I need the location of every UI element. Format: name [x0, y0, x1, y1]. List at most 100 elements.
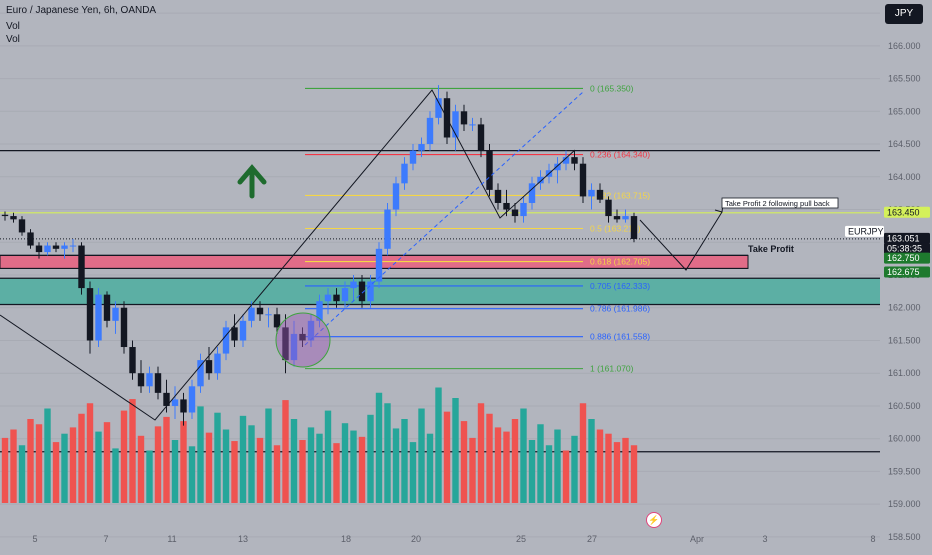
time-axis-tick: 3: [762, 534, 767, 544]
volume-indicator-label-2[interactable]: Vol: [6, 34, 20, 45]
price-axis-tick: 166.000: [888, 41, 921, 51]
candle-body: [137, 373, 145, 387]
volume-bar: [469, 437, 476, 503]
fib-level-label: 0.5 (163.210): [590, 224, 641, 234]
volume-bar: [112, 448, 119, 503]
volume-bar: [188, 446, 196, 503]
volume-bar: [426, 433, 434, 503]
candle-body: [10, 216, 17, 220]
take-profit-2-note: Take Profit 2 following pull back: [721, 197, 839, 209]
chart-title: Euro / Japanese Yen, 6h, OANDA: [6, 5, 157, 16]
candle-body: [486, 150, 493, 190]
time-axis-tick: 13: [238, 534, 248, 544]
price-axis-tick: 160.500: [888, 401, 921, 411]
volume-bar: [86, 403, 94, 503]
volume-bar: [282, 400, 289, 503]
volume-bar: [1, 437, 9, 503]
candle-body: [477, 124, 485, 151]
candle-body: [35, 245, 43, 253]
volume-bar: [520, 408, 527, 503]
price-axis-label[interactable]: 163.450: [884, 206, 930, 218]
volume-bar: [27, 419, 34, 503]
volume-bar: [137, 435, 145, 503]
up-arrow-icon: [237, 164, 267, 199]
candle-body: [44, 245, 51, 253]
candle-body: [562, 157, 570, 164]
candle-body: [588, 189, 595, 197]
candle-body: [222, 327, 230, 354]
price-axis-label[interactable]: EURJPY: [845, 225, 884, 237]
volume-bar: [630, 445, 638, 503]
candle-body: [350, 281, 357, 289]
volume-bar: [579, 403, 587, 503]
candle-body: [622, 216, 629, 220]
price-axis-label[interactable]: 163.051: [884, 232, 930, 244]
volume-bar: [299, 440, 306, 503]
candle-body: [78, 245, 85, 289]
volume-bar: [622, 437, 629, 503]
candle-body: [290, 333, 298, 361]
candle-body: [205, 360, 213, 374]
price-axis-tick: 158.500: [888, 532, 921, 542]
volume-bar: [375, 392, 383, 503]
volume-bar: [324, 410, 332, 503]
price-axis-tick: 165.000: [888, 106, 921, 116]
price-axis-label[interactable]: 162.675: [884, 266, 930, 278]
candle-body: [554, 163, 561, 171]
volume-bar: [503, 431, 510, 503]
price-axis-label[interactable]: 162.750: [884, 252, 930, 264]
volume-bar: [231, 441, 238, 503]
fib-level-label: 1 (161.070): [590, 364, 634, 374]
fib-level-label: 0.705 (162.333): [590, 281, 650, 291]
fib-level-label: 0.382 (163.715): [590, 190, 650, 200]
volume-bar: [222, 429, 230, 503]
candle-body: [231, 327, 238, 341]
volume-bar: [78, 413, 85, 503]
candle-body: [248, 307, 255, 321]
volume-bar: [571, 435, 578, 503]
lightning-icon[interactable]: ⚡: [646, 512, 662, 528]
candle-body: [265, 314, 272, 316]
price-label-bg: [884, 242, 930, 254]
trend-line: [0, 89, 576, 421]
candle-body: [27, 232, 34, 246]
demand-zone: [0, 278, 880, 305]
time-axis-tick: 20: [411, 534, 421, 544]
candle-body: [171, 399, 179, 406]
candle-body: [426, 117, 434, 145]
candle-body: [163, 392, 170, 406]
candle-body: [239, 320, 247, 341]
candle-body: [571, 157, 578, 164]
volume-bar: [554, 429, 561, 503]
candle-body: [61, 245, 68, 249]
candle-body: [120, 307, 128, 348]
candle-body: [146, 373, 153, 387]
volume-bar: [418, 408, 425, 503]
currency-button[interactable]: JPY: [885, 4, 923, 24]
highlight-circle: [275, 312, 331, 368]
time-axis-tick: Apr: [690, 534, 704, 544]
volume-bar: [460, 421, 468, 503]
candle-body: [197, 360, 204, 387]
candle-body: [282, 327, 289, 361]
volume-bar: [214, 412, 221, 503]
time-axis-tick: 27: [587, 534, 597, 544]
volume-bar: [562, 450, 570, 503]
volume-bar: [528, 440, 536, 503]
candle-body: [273, 314, 281, 328]
price-axis-label[interactable]: 05:38:35: [884, 242, 930, 254]
volume-bar: [239, 415, 247, 503]
candle-body: [630, 216, 638, 239]
volume-bar: [384, 403, 391, 503]
price-label-bg: [845, 225, 884, 237]
volume-indicator-label[interactable]: Vol: [6, 21, 20, 32]
volume-bar: [341, 423, 349, 503]
fib-level-label: 0 (165.350): [590, 83, 634, 93]
candle-body: [596, 189, 604, 200]
volume-bar: [163, 416, 170, 503]
volume-bar: [452, 398, 459, 503]
volume-bar: [171, 440, 179, 503]
candle-body: [375, 248, 383, 282]
